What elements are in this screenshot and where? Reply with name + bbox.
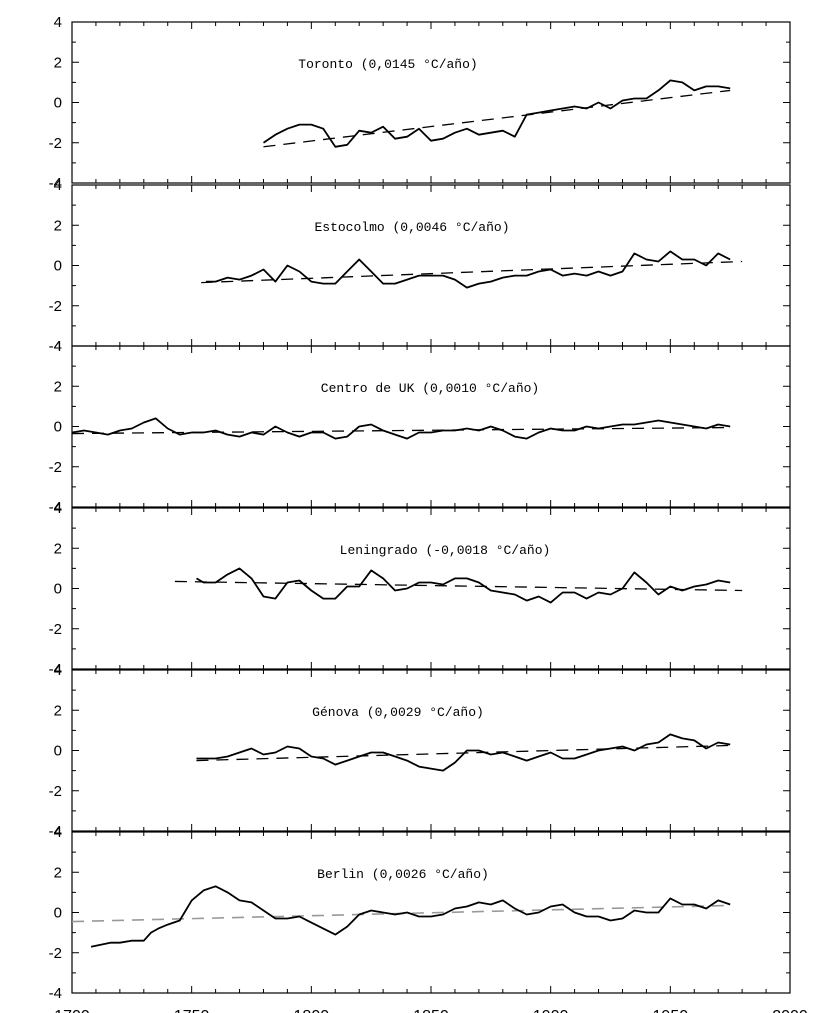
panel-frame (71, 507, 791, 670)
x-axis-labels: 1700 1750 1800 1850 1900 1950 2000 (54, 1008, 808, 1013)
panel-frame (71, 184, 791, 347)
y-tick-label: -4 (49, 823, 62, 840)
y-tick-label: 0 (54, 743, 62, 760)
y-tick-label: -4 (49, 175, 62, 192)
y-tick-label: 4 (54, 662, 62, 679)
y-tick-label: -4 (49, 338, 62, 355)
x-tick-label: 1800 (294, 1008, 330, 1013)
y-tick-label: 0 (54, 581, 62, 598)
trend-line (71, 426, 731, 435)
y-tick-label: -4 (49, 661, 62, 678)
y-tick-label: 4 (54, 824, 62, 841)
y-tick-label: -2 (49, 298, 62, 315)
panel-title: Estocolmo (0,0046 °C/año) (314, 220, 509, 235)
x-tick-label: 1850 (413, 1008, 449, 1013)
trend-line (174, 580, 743, 592)
x-tick-label: 1950 (653, 1008, 689, 1013)
y-tick-label: 4 (54, 14, 62, 31)
trend-line (263, 89, 731, 148)
y-tick-label: 0 (54, 419, 62, 436)
y-tick-label: 0 (54, 95, 62, 112)
y-tick-label: 0 (54, 905, 62, 922)
y-tick-label: 2 (54, 378, 62, 395)
series-line (90, 885, 731, 948)
series-line (71, 417, 731, 440)
y-tick-label: -2 (49, 945, 62, 962)
chart-panel: 4 2 0 -2 -4 Estocolmo (0,0046 °C/año) (49, 177, 791, 355)
y-tick-label: 4 (54, 338, 62, 355)
panel-frame (71, 831, 791, 994)
y-tick-label: -4 (49, 985, 62, 1002)
panel-frame (71, 669, 791, 832)
panel-title: Toronto (0,0145 °C/año) (298, 57, 477, 72)
x-tick-label: 1700 (54, 1008, 90, 1013)
trend-line (201, 260, 743, 284)
y-tick-label: 2 (54, 540, 62, 557)
panel-title: Leningrado (-0,0018 °C/año) (340, 543, 551, 558)
series-line (196, 733, 731, 772)
chart-panel: 4 2 0 -2 -4 Toronto (0,0145 °C/año) (49, 14, 791, 192)
chart-panel: 4 2 0 -2 -4 Leningrado (-0,0018 °C/año) (49, 500, 791, 678)
x-tick-label: 2000 (772, 1008, 808, 1013)
y-tick-label: -2 (49, 783, 62, 800)
y-tick-label: 2 (54, 702, 62, 719)
series-line (262, 79, 731, 148)
panel-frame (71, 21, 791, 184)
chart-panel: 4 2 0 -2 -4 Génova (0,0029 °C/año) (49, 662, 791, 840)
panel-title: Centro de UK (0,0010 °C/año) (321, 381, 539, 396)
y-tick-label: -2 (49, 135, 62, 152)
panel-frame (71, 345, 791, 508)
chart-panel: 4 2 0 -2 -4 Berlin (0,0026 °C/año) (49, 824, 791, 1002)
x-tick-label: 1900 (533, 1008, 569, 1013)
panel-title: Berlin (0,0026 °C/año) (317, 867, 489, 882)
y-tick-label: -4 (49, 499, 62, 516)
y-tick-label: 2 (54, 217, 62, 234)
chart-panels: 4 2 0 -2 -4 Toronto (0,0145 °C/año) 4 2 0 -2 -4 Est… (49, 14, 791, 1002)
y-tick-label: -2 (49, 459, 62, 476)
y-tick-label: 4 (54, 177, 62, 194)
y-tick-label: 0 (54, 258, 62, 275)
panel-title: Génova (0,0029 °C/año) (312, 705, 484, 720)
y-tick-label: 2 (54, 54, 62, 71)
y-tick-label: 2 (54, 864, 62, 881)
chart-panel: 4 2 0 -2 -4 Centro de UK (0,0010 °C/año) (49, 338, 791, 516)
y-tick-label: 4 (54, 500, 62, 517)
series-line (196, 567, 731, 604)
series-line (206, 250, 731, 289)
x-tick-label: 1750 (174, 1008, 210, 1013)
y-tick-label: -2 (49, 621, 62, 638)
